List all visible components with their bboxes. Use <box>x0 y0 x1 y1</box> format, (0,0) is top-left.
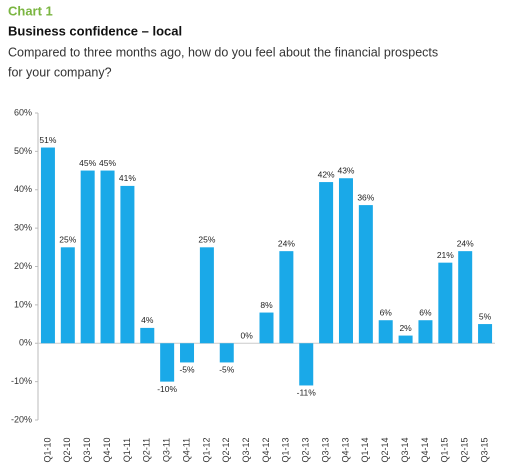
data-label: 4% <box>141 315 154 325</box>
x-tick-label: Q4-13 <box>340 437 350 462</box>
bar <box>60 247 75 344</box>
data-label: 24% <box>457 238 474 248</box>
x-tick-label: Q1-12 <box>201 437 211 462</box>
y-tick-label: 30% <box>14 223 32 233</box>
bar <box>219 343 234 363</box>
x-tick-label: Q3-11 <box>162 438 172 462</box>
chart-title: Business confidence – local <box>8 23 182 38</box>
x-tick-label: Q2-10 <box>62 437 72 462</box>
data-label: 5% <box>479 311 492 321</box>
x-tick-label: Q3-14 <box>400 437 410 462</box>
x-tick-label: Q4-12 <box>261 437 271 462</box>
y-tick-label: 10% <box>14 299 32 309</box>
x-tick-label: Q3-15 <box>479 437 489 462</box>
x-tick-label: Q2-13 <box>301 437 311 462</box>
y-tick-label: -20% <box>11 414 32 424</box>
x-tick-label: Q3-13 <box>320 437 330 462</box>
chart-label: Chart 1 <box>8 3 53 18</box>
bar <box>259 312 274 344</box>
bar <box>358 205 373 344</box>
data-label: 21% <box>437 250 454 260</box>
x-tick-label: Q3-10 <box>82 437 92 462</box>
x-tick-label: Q3-12 <box>241 437 251 462</box>
bar <box>120 185 135 344</box>
data-label: 42% <box>318 169 335 179</box>
data-label: -11% <box>297 388 317 398</box>
bar <box>40 147 55 344</box>
x-tick-label: Q1-13 <box>281 437 291 462</box>
bar <box>478 324 493 344</box>
data-label: 0% <box>240 331 253 341</box>
x-tick-label: Q4-11 <box>181 438 191 462</box>
y-tick-label: -10% <box>11 376 32 386</box>
x-tick-label: Q2-11 <box>142 438 152 462</box>
data-label: 25% <box>59 235 76 245</box>
bar <box>319 182 334 344</box>
bar <box>279 251 294 344</box>
bar <box>80 170 95 344</box>
data-label: 24% <box>278 238 295 248</box>
data-label: -10% <box>157 384 177 394</box>
bar <box>140 327 155 344</box>
bar <box>398 335 413 344</box>
x-tick-label: Q2-14 <box>380 437 390 462</box>
bar <box>160 343 175 382</box>
y-tick-label: 40% <box>14 184 32 194</box>
bar <box>418 320 433 344</box>
y-tick-label: 20% <box>14 261 32 271</box>
data-label: -5% <box>219 365 235 375</box>
data-label: 8% <box>260 300 273 310</box>
data-label: 25% <box>198 235 215 245</box>
data-label: 2% <box>399 323 412 333</box>
x-tick-label: Q1-11 <box>122 438 132 462</box>
y-tick-label: 50% <box>14 146 32 156</box>
x-tick-label: Q4-14 <box>420 437 430 462</box>
x-tick-label: Q1-10 <box>42 437 52 462</box>
data-label: 41% <box>119 173 136 183</box>
data-label: 43% <box>337 165 354 175</box>
x-tick-label: Q1-14 <box>360 437 370 462</box>
bar <box>378 320 393 344</box>
bar <box>338 178 353 344</box>
bar <box>199 247 214 344</box>
chart-subtitle: for your company? <box>8 65 112 79</box>
y-tick-label: 60% <box>14 107 32 117</box>
x-tick-label: Q4-10 <box>102 437 112 462</box>
data-label: 36% <box>357 192 374 202</box>
data-label: 45% <box>99 158 116 168</box>
bar <box>458 251 473 344</box>
bar <box>438 262 453 344</box>
data-label: 6% <box>419 307 432 317</box>
data-label: 51% <box>39 135 56 145</box>
chart-subtitle: Compared to three months ago, how do you… <box>8 45 438 59</box>
bar <box>299 343 314 386</box>
data-label: 45% <box>79 158 96 168</box>
data-label: -5% <box>179 365 195 375</box>
y-tick-label: 0% <box>19 338 32 348</box>
x-tick-label: Q2-15 <box>460 437 470 462</box>
bar <box>100 170 115 344</box>
x-tick-label: Q2-12 <box>221 437 231 462</box>
x-tick-label: Q1-15 <box>440 437 450 462</box>
bar <box>180 343 195 363</box>
data-label: 6% <box>380 307 393 317</box>
